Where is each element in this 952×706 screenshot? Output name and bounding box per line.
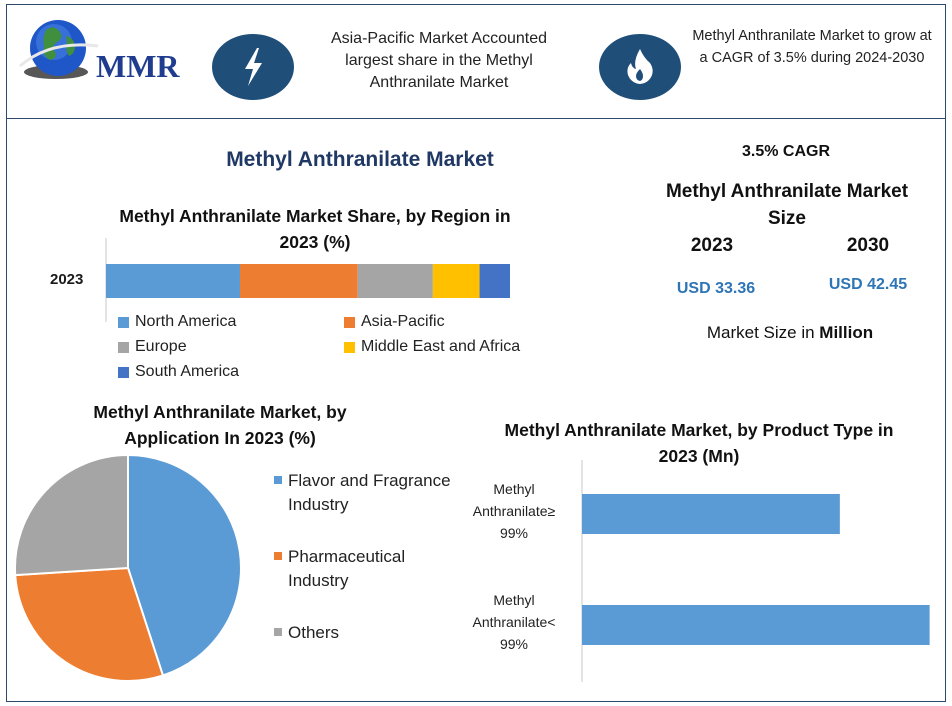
region-chart-title: Methyl Anthranilate Market Share, by Reg… <box>119 206 511 252</box>
region-category-label: 2023 <box>50 271 84 288</box>
header-divider <box>6 118 946 119</box>
legend-swatch <box>274 628 282 636</box>
header-box1-text: Asia-Pacific Market Accounted largest sh… <box>330 30 548 91</box>
legend-swatch <box>118 341 129 353</box>
product-tick-line: Methyl <box>493 592 535 608</box>
product-tick-line: Methyl <box>493 481 535 497</box>
legend-label: North America <box>135 313 237 330</box>
pie-slice-pharmaceutical-industry <box>14 566 165 682</box>
product-bar-1 <box>582 494 840 534</box>
region-bar-middle-east-and-africa <box>432 264 480 298</box>
globe-logo-icon <box>19 20 99 79</box>
region-bar-north-america <box>106 264 240 298</box>
market-size-note-unit: Million <box>819 323 874 342</box>
product-tick-line: Anthranilate≥ <box>472 503 556 519</box>
legend-label: Pharmaceutical Industry <box>288 547 406 590</box>
product-tick-line: Anthranilate< <box>472 614 556 630</box>
region-legend-item-europe: Europe <box>118 338 187 356</box>
legend-swatch <box>118 366 129 378</box>
legend-label: Others <box>288 623 340 642</box>
logo-text: MMR <box>96 48 180 84</box>
legend-swatch <box>118 316 129 328</box>
application-legend-item-flavor-and-fragrance-industry: Flavor and Fragrance Industry <box>274 469 464 517</box>
main-title: Methyl Anthranilate Market <box>226 148 494 171</box>
product-tick-label: Methyl Anthranilate≥ 99% <box>452 478 576 544</box>
region-legend-item-middle-east-and-africa: Middle East and Africa <box>344 338 520 356</box>
legend-swatch <box>274 552 282 560</box>
market-size-note: Market Size in Million <box>680 323 900 343</box>
product-chart-title: Methyl Anthranilate Market, by Product T… <box>504 420 894 466</box>
legend-swatch <box>344 316 355 328</box>
application-chart-title: Methyl Anthranilate Market, by Applicati… <box>93 402 347 448</box>
region-bar-europe <box>357 264 433 298</box>
legend-label: South America <box>135 363 240 380</box>
legend-swatch <box>274 476 282 484</box>
legend-label: Asia-Pacific <box>361 313 445 330</box>
outer-frame <box>6 4 946 702</box>
flame-icon <box>599 34 681 100</box>
application-legend-item-pharmaceutical-industry: Pharmaceutical Industry <box>274 545 464 593</box>
legend-swatch <box>344 341 355 353</box>
pie-slice-flavor-and-fragrance-industry <box>127 453 242 677</box>
year-2023-label: 2023 <box>690 235 734 256</box>
legend-label: Flavor and Fragrance Industry <box>288 471 451 514</box>
region-legend-item-north-america: North America <box>118 313 236 331</box>
cagr-label: 3.5% CAGR <box>741 143 831 160</box>
value-2030: USD 42.45 <box>828 276 908 293</box>
product-bar-2 <box>582 605 930 645</box>
market-size-note-prefix: Market Size in <box>706 323 820 342</box>
product-tick-line: 99% <box>499 525 529 541</box>
header-box2-text: Methyl Anthranilate Market to grow at a … <box>692 28 932 66</box>
region-legend-item-south-america: South America <box>118 363 239 381</box>
region-bar-asia-pacific <box>239 264 358 298</box>
year-2030-label: 2030 <box>846 235 890 256</box>
legend-label: Middle East and Africa <box>361 338 521 355</box>
lightning-bolt-icon <box>212 34 294 100</box>
product-tick-line: 99% <box>499 636 529 652</box>
region-legend-item-asia-pacific: Asia-Pacific <box>344 313 445 331</box>
market-size-title: Methyl Anthranilate Market Size <box>665 181 909 229</box>
value-2023: USD 33.36 <box>676 280 756 297</box>
legend-label: Europe <box>135 338 187 355</box>
region-bar-south-america <box>479 264 510 298</box>
product-tick-label: Methyl Anthranilate< 99% <box>452 589 576 655</box>
application-legend-item-others: Others <box>274 621 464 645</box>
pie-slice-others <box>14 453 129 577</box>
